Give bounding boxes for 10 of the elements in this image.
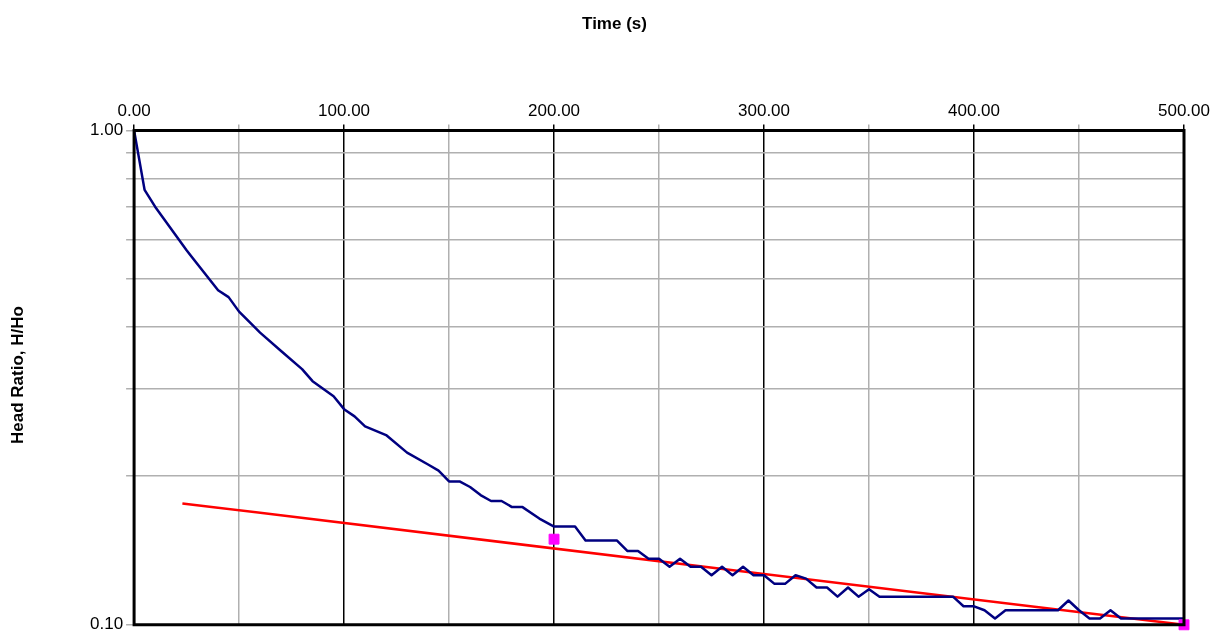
x-axis-title: Time (s): [581, 14, 648, 34]
x-tick-label: 400.00: [948, 100, 1001, 120]
y-tick-label: 0.10: [89, 614, 124, 634]
x-tick-label: 200.00: [528, 100, 581, 120]
x-tick-label: 500.00: [1158, 100, 1210, 120]
x-tick-label: 100.00: [318, 100, 371, 120]
x-tick-label: 0.00: [117, 100, 151, 120]
y-axis-title: Head Ratio, H/Ho: [8, 306, 28, 444]
x-tick-label: 300.00: [738, 100, 791, 120]
y-tick-label: 1.00: [89, 120, 124, 140]
